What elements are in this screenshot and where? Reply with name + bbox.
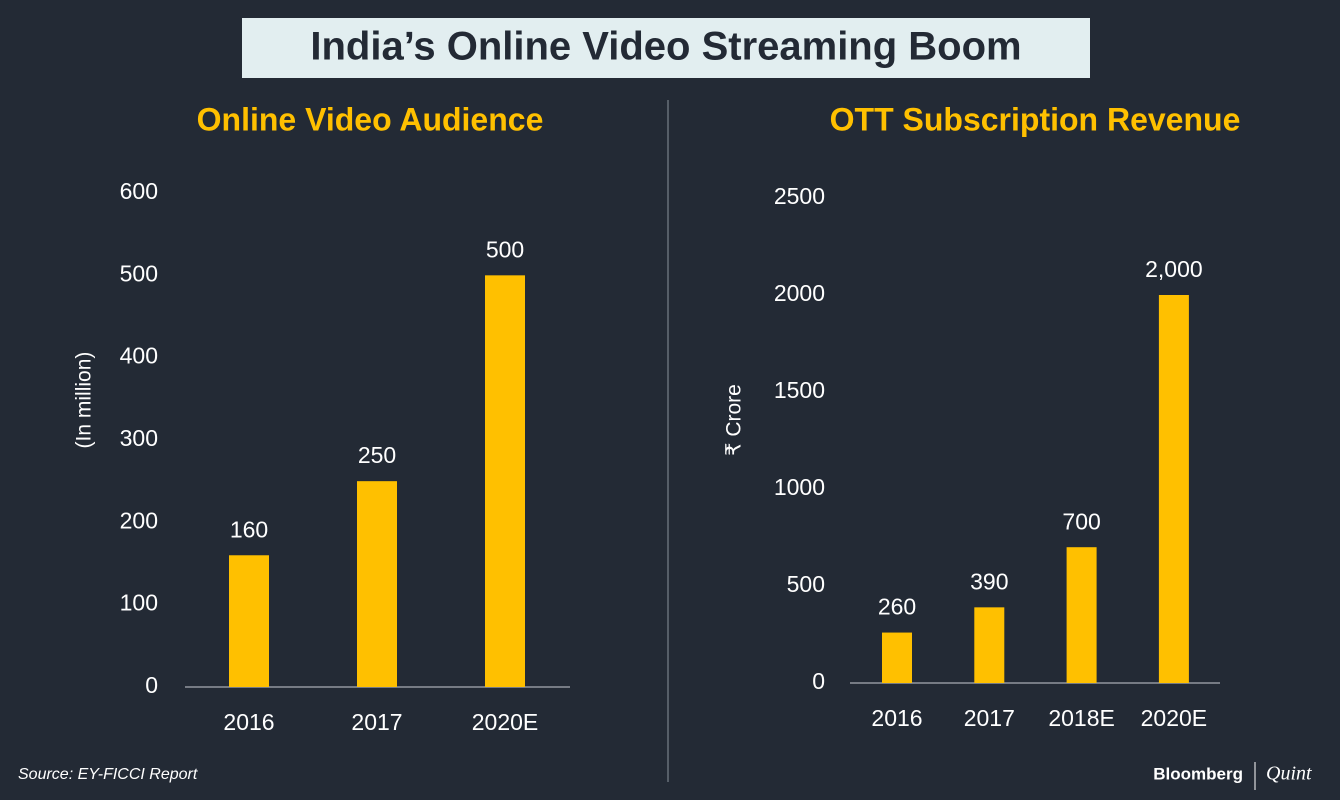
y-axis-label: (In million) bbox=[73, 352, 96, 449]
value-label: 500 bbox=[486, 236, 524, 262]
chart-title: Online Video Audience bbox=[197, 101, 544, 137]
x-tick-label: 2020E bbox=[1141, 705, 1208, 731]
x-tick-label: 2017 bbox=[351, 709, 402, 735]
brand-right: Quint bbox=[1266, 763, 1312, 785]
y-tick-label: 500 bbox=[787, 571, 825, 597]
chart-title: OTT Subscription Revenue bbox=[830, 101, 1241, 137]
bar bbox=[357, 481, 397, 687]
value-label: 160 bbox=[230, 516, 268, 542]
y-tick-label: 2500 bbox=[774, 183, 825, 209]
value-label: 700 bbox=[1062, 508, 1100, 534]
y-tick-label: 1500 bbox=[774, 377, 825, 403]
brand-left: Bloomberg bbox=[1153, 764, 1243, 783]
main-title: India’s Online Video Streaming Boom bbox=[310, 25, 1021, 69]
bar bbox=[229, 555, 269, 687]
bar bbox=[974, 607, 1005, 683]
y-tick-label: 1000 bbox=[774, 474, 825, 500]
y-tick-label: 0 bbox=[812, 668, 825, 694]
bar bbox=[1158, 295, 1189, 683]
value-label: 2,000 bbox=[1145, 256, 1203, 282]
y-tick-label: 0 bbox=[145, 672, 158, 698]
x-tick-label: 2017 bbox=[964, 705, 1015, 731]
value-label: 390 bbox=[970, 568, 1008, 594]
bar bbox=[1066, 547, 1097, 683]
y-tick-label: 100 bbox=[120, 590, 158, 616]
y-tick-label: 400 bbox=[120, 343, 158, 369]
x-tick-label: 2020E bbox=[472, 709, 539, 735]
value-label: 260 bbox=[878, 594, 916, 620]
y-tick-label: 600 bbox=[120, 178, 158, 204]
value-label: 250 bbox=[358, 442, 396, 468]
title-box bbox=[242, 18, 1090, 78]
y-axis-label: ₹ Crore bbox=[723, 384, 746, 456]
y-tick-label: 2000 bbox=[774, 280, 825, 306]
y-tick-label: 500 bbox=[120, 260, 158, 286]
bar bbox=[882, 632, 912, 683]
source: Source: EY-FICCI Report bbox=[18, 766, 198, 783]
x-tick-label: 2018E bbox=[1048, 705, 1115, 731]
y-tick-label: 300 bbox=[120, 425, 158, 451]
x-tick-label: 2016 bbox=[223, 709, 274, 735]
x-tick-label: 2016 bbox=[871, 705, 922, 731]
bar bbox=[485, 275, 525, 687]
y-tick-label: 200 bbox=[120, 507, 158, 533]
